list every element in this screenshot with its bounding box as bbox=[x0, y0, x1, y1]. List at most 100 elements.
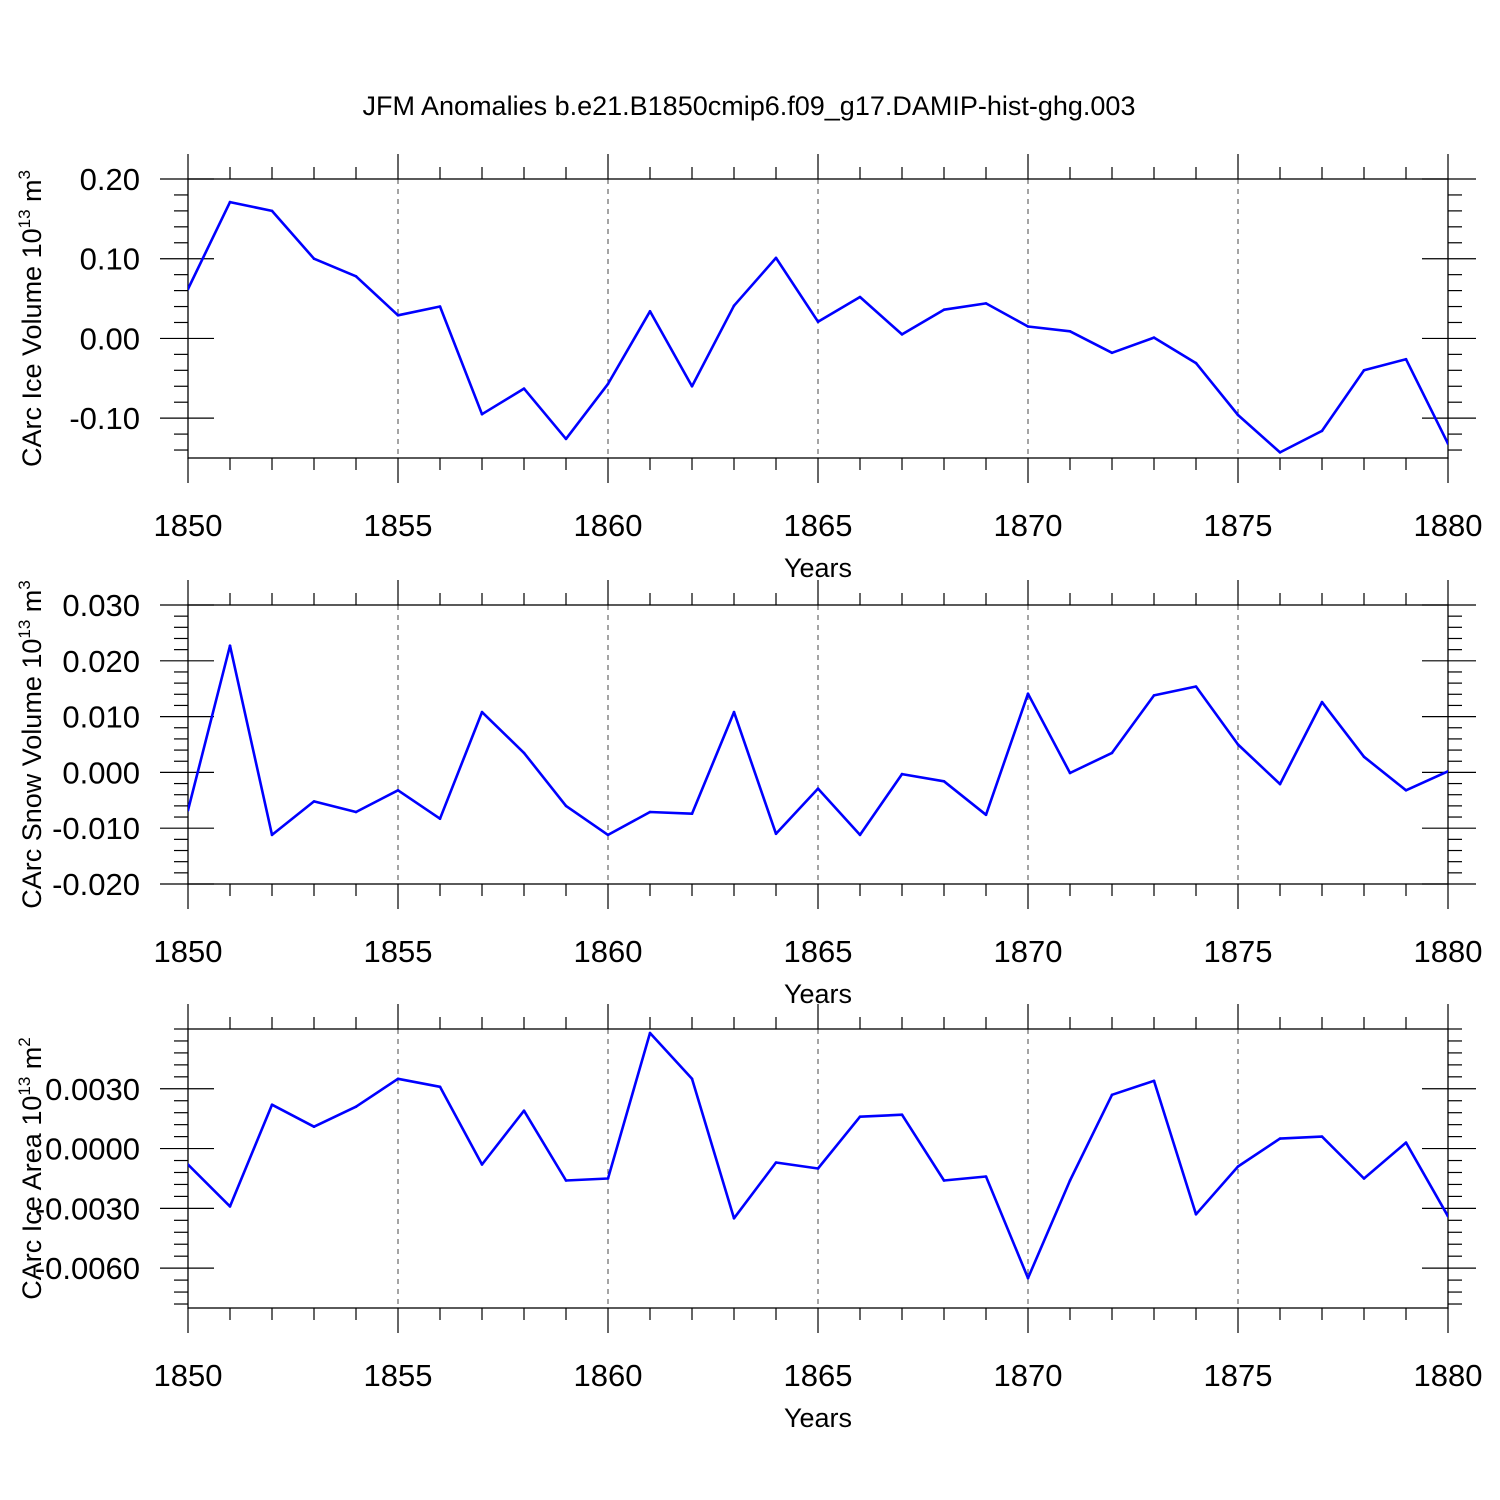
data-point bbox=[690, 385, 694, 388]
data-point bbox=[606, 1177, 610, 1180]
data-point bbox=[816, 787, 820, 790]
data-point bbox=[1404, 357, 1408, 361]
data-point bbox=[188, 287, 190, 291]
data-point bbox=[690, 1077, 694, 1081]
data-point bbox=[1026, 325, 1030, 328]
data-point bbox=[1194, 685, 1198, 688]
y-tick-label: 0.000 bbox=[62, 755, 140, 790]
data-point bbox=[1236, 743, 1240, 746]
data-point bbox=[354, 275, 358, 278]
data-point bbox=[774, 256, 778, 260]
data-point bbox=[858, 833, 862, 837]
x-axis-title: Years bbox=[784, 1403, 852, 1433]
y-axis-title: CArc Ice Volume 1013 m3 bbox=[15, 170, 47, 467]
y-tick-label: -0.0060 bbox=[35, 1251, 140, 1286]
x-tick-label: 1865 bbox=[784, 934, 853, 969]
data-point bbox=[564, 804, 568, 808]
data-point bbox=[188, 809, 190, 812]
data-point bbox=[312, 257, 316, 261]
panel-3: -0.0060 -0.0030 0.0000 0.0030 1850 1855 1860 18… bbox=[15, 1004, 1482, 1433]
x-tick-label: 1880 bbox=[1414, 508, 1483, 543]
y-tick-label: -0.020 bbox=[52, 867, 140, 902]
x-tick-label: 1855 bbox=[364, 934, 433, 969]
data-point bbox=[774, 1161, 778, 1164]
data-point bbox=[774, 832, 778, 836]
data-point bbox=[732, 1217, 736, 1220]
data-point bbox=[690, 812, 694, 815]
data-point bbox=[942, 780, 946, 783]
data-point bbox=[228, 644, 232, 647]
y-tick-label: 0.0030 bbox=[45, 1072, 140, 1107]
data-point bbox=[480, 412, 484, 416]
data-point bbox=[942, 1179, 946, 1182]
y-tick-label: -0.0030 bbox=[35, 1191, 140, 1226]
x-tick-label: 1855 bbox=[364, 508, 433, 543]
x-tick-label: 1870 bbox=[994, 1358, 1063, 1393]
y-tick-label: 0.00 bbox=[80, 321, 140, 356]
x-tick-label: 1860 bbox=[574, 508, 643, 543]
data-point bbox=[942, 308, 946, 312]
x-tick-label: 1870 bbox=[994, 934, 1063, 969]
data-point bbox=[522, 387, 526, 390]
data-point bbox=[354, 1105, 358, 1108]
data-point bbox=[1068, 330, 1072, 333]
data-point bbox=[522, 751, 526, 755]
data-point bbox=[606, 833, 610, 837]
data-point bbox=[1068, 1179, 1072, 1182]
data-point bbox=[270, 833, 274, 837]
data-point bbox=[648, 1031, 652, 1035]
data-point bbox=[1278, 1137, 1282, 1140]
data-point bbox=[1026, 1276, 1030, 1280]
data-point bbox=[312, 1125, 316, 1128]
data-point bbox=[188, 1163, 190, 1166]
data-point bbox=[858, 1115, 862, 1118]
x-tick-label: 1850 bbox=[154, 1358, 223, 1393]
data-point bbox=[816, 1167, 820, 1170]
x-tick-label: 1850 bbox=[154, 508, 223, 543]
data-point bbox=[984, 1175, 988, 1178]
data-point bbox=[1152, 694, 1156, 697]
y-tick-label: -0.10 bbox=[69, 401, 140, 436]
data-point bbox=[1278, 451, 1282, 454]
x-tick-label: 1875 bbox=[1204, 508, 1273, 543]
y-tick-label: 0.030 bbox=[62, 588, 140, 623]
data-point bbox=[900, 772, 904, 776]
data-point bbox=[606, 382, 610, 386]
data-point bbox=[270, 1103, 274, 1106]
data-point bbox=[1362, 755, 1366, 759]
data-point bbox=[1236, 1165, 1240, 1168]
x-tick-label: 1865 bbox=[784, 1358, 853, 1393]
data-point bbox=[858, 295, 862, 299]
data-point bbox=[1236, 413, 1240, 417]
data-point bbox=[1110, 751, 1114, 755]
data-point bbox=[480, 710, 484, 714]
data-point bbox=[1026, 692, 1030, 695]
y-tick-label: 0.010 bbox=[62, 700, 140, 735]
data-point bbox=[1194, 1213, 1198, 1216]
data-point bbox=[984, 813, 988, 817]
data-point bbox=[1362, 1177, 1366, 1180]
data-point bbox=[816, 320, 820, 324]
x-tick-label: 1875 bbox=[1204, 934, 1273, 969]
x-tick-label: 1865 bbox=[784, 508, 853, 543]
y-tick-label: 0.0000 bbox=[45, 1132, 140, 1167]
data-point bbox=[1362, 369, 1366, 372]
data-point bbox=[522, 1109, 526, 1112]
data-point bbox=[900, 1113, 904, 1116]
data-point bbox=[1320, 1135, 1324, 1138]
data-point bbox=[396, 314, 400, 317]
data-point bbox=[732, 304, 736, 308]
panel-2: -0.020 -0.010 0.000 0.010 0.020 0.030 1850 1855… bbox=[15, 580, 1482, 1009]
x-tick-label: 1855 bbox=[364, 1358, 433, 1393]
data-point bbox=[1404, 789, 1408, 792]
data-point bbox=[1446, 1215, 1448, 1218]
data-point bbox=[564, 1179, 568, 1182]
x-axis-title: Years bbox=[784, 553, 852, 583]
data-point bbox=[564, 437, 568, 441]
x-tick-label: 1880 bbox=[1414, 934, 1483, 969]
x-tick-label: 1870 bbox=[994, 508, 1063, 543]
x-tick-label: 1850 bbox=[154, 934, 223, 969]
data-point bbox=[732, 710, 736, 714]
data-point bbox=[1278, 782, 1282, 786]
